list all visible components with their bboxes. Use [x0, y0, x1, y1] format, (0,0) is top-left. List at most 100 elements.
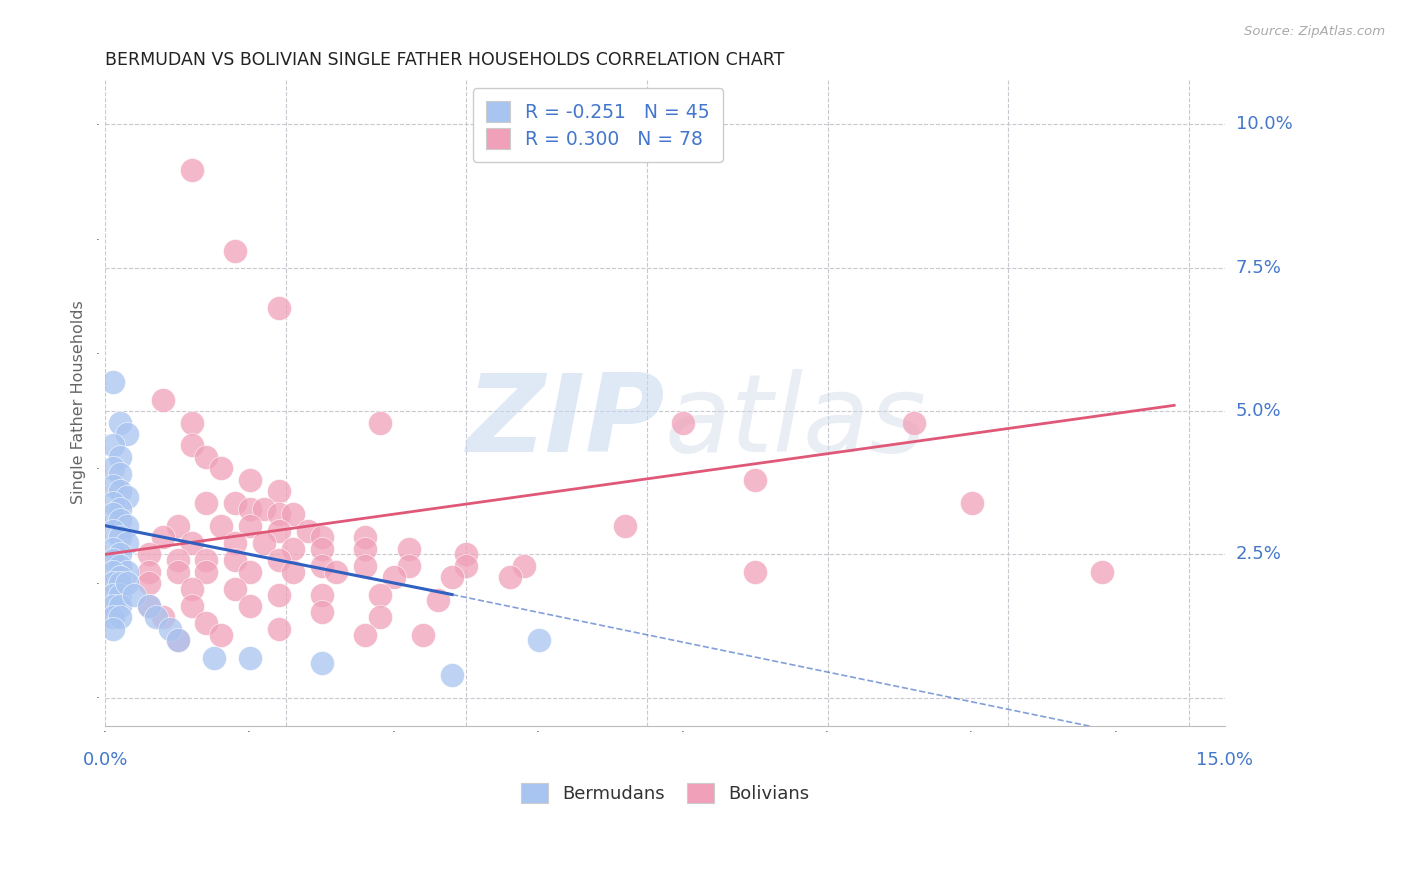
- Point: [239, 650, 262, 665]
- Point: [101, 508, 124, 522]
- Point: [195, 616, 218, 631]
- Point: [903, 416, 925, 430]
- Legend: Bermudans, Bolivians: Bermudans, Bolivians: [512, 774, 818, 813]
- Point: [253, 501, 276, 516]
- Point: [325, 565, 347, 579]
- Point: [398, 541, 420, 556]
- Point: [960, 496, 983, 510]
- Point: [281, 508, 304, 522]
- Text: 7.5%: 7.5%: [1236, 259, 1282, 277]
- Point: [145, 610, 167, 624]
- Point: [382, 570, 405, 584]
- Point: [181, 163, 204, 178]
- Point: [1091, 565, 1114, 579]
- Point: [354, 627, 377, 641]
- Point: [297, 524, 319, 539]
- Point: [267, 524, 290, 539]
- Point: [108, 484, 131, 499]
- Point: [195, 450, 218, 464]
- Point: [101, 478, 124, 492]
- Point: [115, 518, 138, 533]
- Point: [138, 599, 160, 613]
- Point: [456, 548, 478, 562]
- Point: [101, 541, 124, 556]
- Point: [311, 541, 333, 556]
- Point: [108, 576, 131, 591]
- Text: Source: ZipAtlas.com: Source: ZipAtlas.com: [1244, 25, 1385, 38]
- Point: [267, 484, 290, 499]
- Point: [239, 501, 262, 516]
- Point: [253, 536, 276, 550]
- Point: [152, 392, 174, 407]
- Point: [354, 541, 377, 556]
- Point: [267, 553, 290, 567]
- Point: [368, 588, 391, 602]
- Point: [138, 576, 160, 591]
- Point: [159, 622, 181, 636]
- Point: [181, 536, 204, 550]
- Point: [239, 599, 262, 613]
- Point: [744, 565, 766, 579]
- Point: [224, 496, 246, 510]
- Text: ZIP: ZIP: [467, 369, 665, 475]
- Point: [527, 633, 550, 648]
- Point: [108, 548, 131, 562]
- Point: [108, 513, 131, 527]
- Point: [195, 565, 218, 579]
- Point: [311, 605, 333, 619]
- Text: BERMUDAN VS BOLIVIAN SINGLE FATHER HOUSEHOLDS CORRELATION CHART: BERMUDAN VS BOLIVIAN SINGLE FATHER HOUSE…: [105, 51, 785, 69]
- Text: 5.0%: 5.0%: [1236, 402, 1281, 420]
- Point: [101, 588, 124, 602]
- Point: [195, 496, 218, 510]
- Point: [122, 588, 145, 602]
- Point: [152, 530, 174, 544]
- Point: [108, 467, 131, 482]
- Point: [166, 565, 188, 579]
- Point: [513, 558, 536, 573]
- Point: [115, 536, 138, 550]
- Point: [354, 558, 377, 573]
- Point: [311, 558, 333, 573]
- Point: [368, 416, 391, 430]
- Point: [224, 553, 246, 567]
- Point: [108, 599, 131, 613]
- Point: [101, 599, 124, 613]
- Point: [354, 530, 377, 544]
- Point: [426, 593, 449, 607]
- Point: [368, 610, 391, 624]
- Point: [614, 518, 637, 533]
- Point: [101, 565, 124, 579]
- Point: [138, 599, 160, 613]
- Point: [311, 530, 333, 544]
- Point: [108, 530, 131, 544]
- Point: [138, 565, 160, 579]
- Point: [209, 627, 232, 641]
- Point: [101, 610, 124, 624]
- Point: [108, 610, 131, 624]
- Point: [267, 508, 290, 522]
- Point: [108, 570, 131, 584]
- Point: [440, 667, 463, 681]
- Point: [166, 633, 188, 648]
- Point: [412, 627, 434, 641]
- Point: [311, 588, 333, 602]
- Point: [181, 416, 204, 430]
- Point: [267, 588, 290, 602]
- Point: [209, 518, 232, 533]
- Point: [224, 582, 246, 596]
- Point: [672, 416, 695, 430]
- Point: [239, 565, 262, 579]
- Point: [195, 553, 218, 567]
- Point: [108, 450, 131, 464]
- Point: [209, 461, 232, 475]
- Text: 10.0%: 10.0%: [1236, 115, 1292, 134]
- Point: [101, 622, 124, 636]
- Point: [101, 524, 124, 539]
- Point: [101, 376, 124, 390]
- Point: [115, 565, 138, 579]
- Point: [101, 496, 124, 510]
- Text: 0.0%: 0.0%: [83, 751, 128, 770]
- Point: [239, 518, 262, 533]
- Point: [108, 588, 131, 602]
- Point: [202, 650, 225, 665]
